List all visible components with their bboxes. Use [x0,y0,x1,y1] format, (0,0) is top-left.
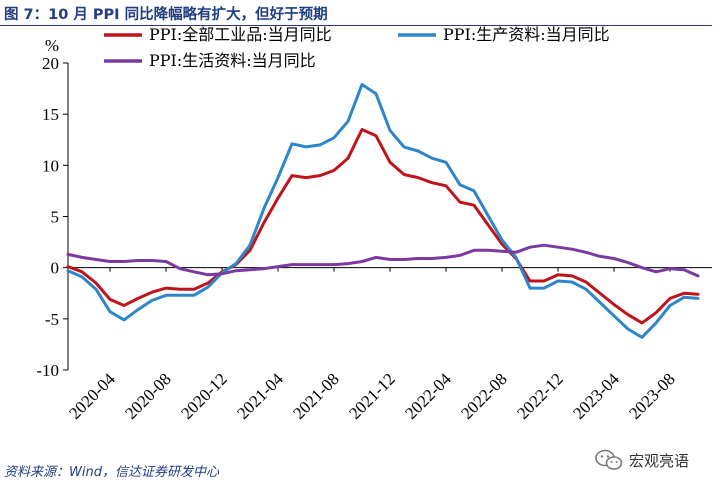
y-tick-label: 5 [51,208,60,227]
x-tick-label: 2022-04 [401,369,455,423]
x-tick-label: 2023-04 [569,369,623,423]
wechat-icon [595,449,623,470]
y-tick-label: -10 [36,361,59,380]
chart-title: 图 7：10 月 PPI 同比降幅略有扩大，但好于预期 [4,7,328,23]
series-line-3 [66,243,700,278]
x-tick-label: 2023-08 [625,369,679,423]
y-tick-label: 15 [42,105,59,124]
x-tick-label: 2022-08 [457,369,511,423]
y-tick-label: -5 [45,310,59,329]
source-note: 资料来源：Wind，信达证券研发中心 [4,465,219,480]
legend-label-2: PPI:生产资料:当月同比 [443,25,610,44]
x-tick-label: 2021-12 [345,369,399,423]
legend-label-3: PPI:生活资料:当月同比 [149,51,316,70]
x-tick-label: 2021-08 [289,369,343,423]
x-tick-label: 2022-12 [513,369,567,423]
legend-label-1: PPI:全部工业品:当月同比 [149,25,332,44]
x-tick-label: 2020-08 [121,369,175,423]
watermark: 宏观亮语 [595,449,689,471]
y-tick-label: 20 [42,54,59,73]
y-tick-label: 10 [42,156,59,175]
watermark-label: 宏观亮语 [629,451,690,470]
series-line-2 [66,83,700,339]
y-axis-unit-label: % [45,36,59,55]
title-divider [0,25,712,26]
x-tick-label: 2020-04 [65,369,119,423]
x-tick-label: 2021-04 [233,369,287,423]
series-line-1 [66,128,700,325]
x-tick-label: 2020-12 [177,369,231,423]
y-tick-label: 0 [51,259,60,278]
